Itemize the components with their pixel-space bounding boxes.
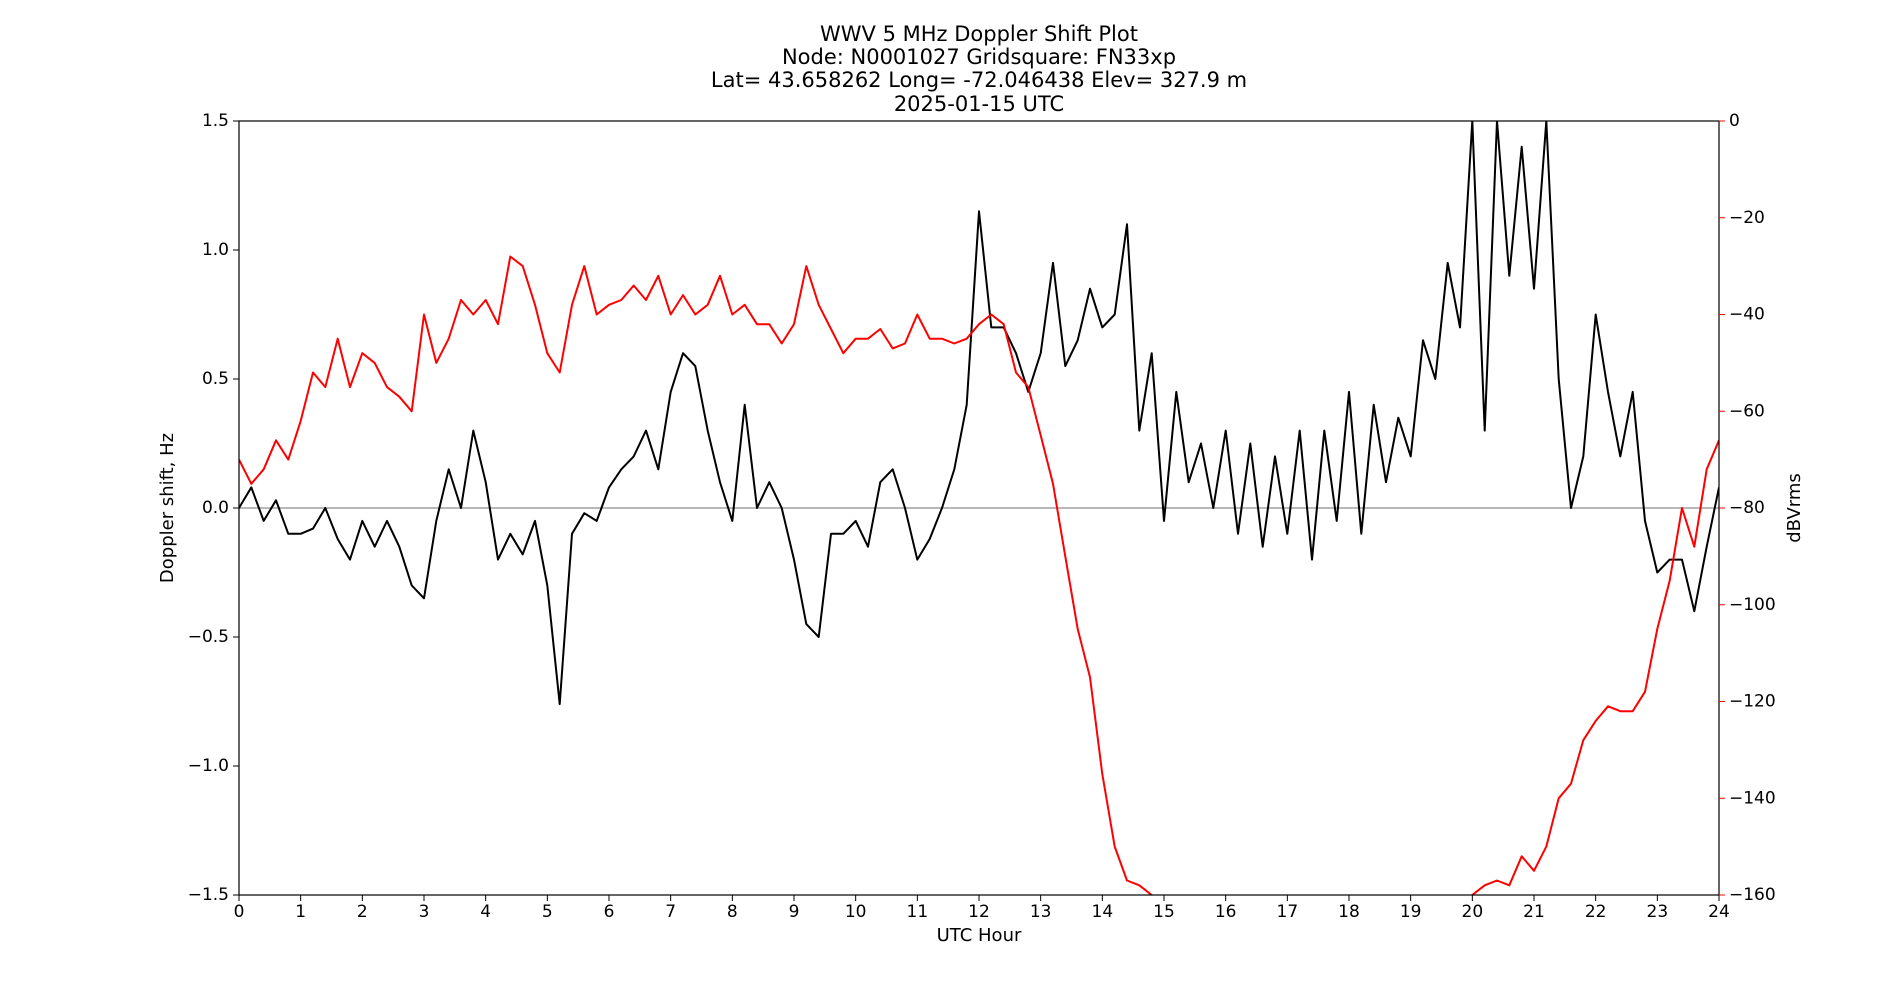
x-tick-label: 5 xyxy=(542,902,553,922)
x-tick-label: 17 xyxy=(1277,902,1299,922)
x-tick-label: 22 xyxy=(1585,902,1607,922)
x-tick-label: 20 xyxy=(1462,902,1484,922)
x-tick-label: 16 xyxy=(1215,902,1237,922)
y-axis-label: Doppler shift, Hz xyxy=(157,433,178,583)
x-tick-label: 3 xyxy=(419,902,430,922)
x-tick-label: 9 xyxy=(789,902,800,922)
chart-subtitle: Lat= 43.658262 Long= -72.046438 Elev= 32… xyxy=(711,68,1247,92)
x-tick-label: 13 xyxy=(1030,902,1052,922)
x-tick-label: 7 xyxy=(665,902,676,922)
x-tick-label: 21 xyxy=(1523,902,1545,922)
chart-subtitle: Node: N0001027 Gridsquare: FN33xp xyxy=(782,45,1176,69)
x-tick-label: 6 xyxy=(604,902,615,922)
x-tick-label: 4 xyxy=(480,902,491,922)
data-line xyxy=(239,121,1719,706)
y-tick-label: −1.0 xyxy=(188,756,229,776)
y2-tick-label: −80 xyxy=(1729,498,1765,518)
y2-tick-label: 0 xyxy=(1729,111,1740,131)
y2-axis-label: dBVrms xyxy=(1784,473,1805,543)
data-line xyxy=(239,255,1719,895)
x-tick-label: 23 xyxy=(1647,902,1669,922)
plot-area xyxy=(239,121,1719,895)
y-tick-label: 0.5 xyxy=(202,369,229,389)
x-tick-label: 19 xyxy=(1400,902,1422,922)
y-tick-label: 0.0 xyxy=(202,498,229,518)
x-tick-label: 15 xyxy=(1153,902,1175,922)
y-tick-label: 1.0 xyxy=(202,240,229,260)
y2-tick-label: −140 xyxy=(1729,788,1776,808)
y-tick-label: −1.5 xyxy=(188,885,229,905)
x-tick-label: 1 xyxy=(295,902,306,922)
x-tick-label: 8 xyxy=(727,902,738,922)
y-tick-label: 1.5 xyxy=(202,111,229,131)
x-tick-label: 24 xyxy=(1708,902,1730,922)
y2-tick-label: −160 xyxy=(1729,885,1776,905)
x-tick-label: 0 xyxy=(234,902,245,922)
y-tick-label: −0.5 xyxy=(188,627,229,647)
x-tick-label: 12 xyxy=(968,902,990,922)
x-tick-label: 11 xyxy=(907,902,929,922)
x-axis-label: UTC Hour xyxy=(937,925,1022,946)
x-tick-label: 14 xyxy=(1092,902,1114,922)
x-tick-label: 18 xyxy=(1338,902,1360,922)
chart-subtitle: 2025-01-15 UTC xyxy=(894,92,1064,116)
x-tick-label: 10 xyxy=(845,902,867,922)
x-tick-label: 2 xyxy=(357,902,368,922)
chart-title: WWV 5 MHz Doppler Shift Plot xyxy=(820,22,1138,46)
y2-tick-label: −100 xyxy=(1729,595,1776,615)
y2-tick-label: −40 xyxy=(1729,305,1765,325)
y2-tick-label: −120 xyxy=(1729,692,1776,712)
y2-tick-label: −60 xyxy=(1729,401,1765,421)
y2-tick-label: −20 xyxy=(1729,208,1765,228)
